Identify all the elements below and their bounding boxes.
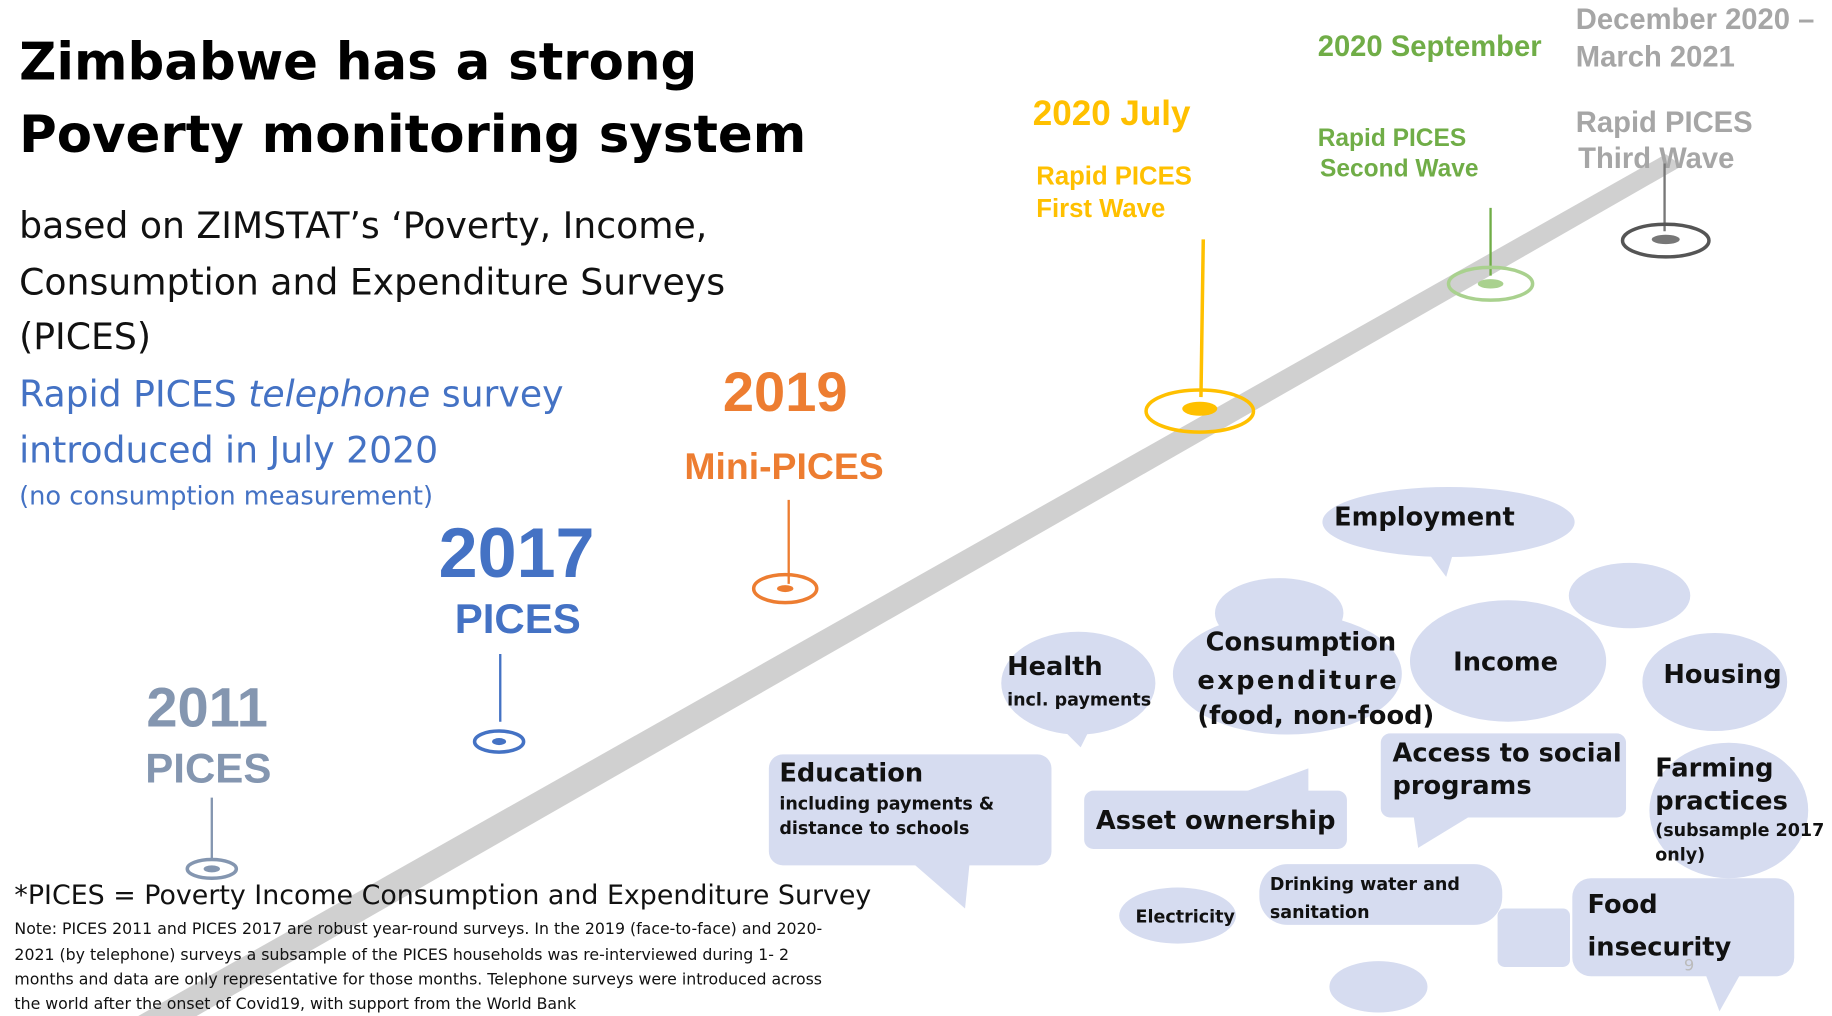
bubble bbox=[1322, 486, 1575, 558]
bubble bbox=[1084, 790, 1347, 850]
topic: Asset ownership bbox=[1096, 806, 1336, 836]
topic: Health bbox=[1007, 652, 1103, 682]
milestone-label: Rapid PICES bbox=[1576, 107, 1753, 139]
bubble bbox=[1214, 578, 1344, 649]
milestone-label: First Wave bbox=[1036, 195, 1165, 223]
topic-detail: including payments & bbox=[779, 794, 994, 814]
note: the world after the onset of Covid19, wi… bbox=[14, 994, 577, 1013]
topic: Housing bbox=[1663, 660, 1781, 690]
milestone-marker bbox=[1620, 222, 1711, 259]
topic: Education bbox=[779, 758, 923, 788]
rapid-text: introduced in July 2020 bbox=[19, 428, 438, 471]
milestone-pin bbox=[1199, 239, 1206, 398]
bubble bbox=[1642, 632, 1788, 732]
subtitle: based on ZIMSTAT’s ‘Poverty, Income, bbox=[19, 204, 707, 247]
milestone-label: Second Wave bbox=[1320, 155, 1479, 182]
milestone-date: March 2021 bbox=[1576, 42, 1735, 74]
topic: Consumption bbox=[1206, 627, 1397, 657]
milestone-label: Rapid PICES bbox=[1036, 163, 1192, 191]
milestone-dot bbox=[1477, 279, 1504, 289]
milestone-label: PICES bbox=[455, 595, 581, 642]
milestone-dot bbox=[777, 585, 794, 593]
footnote: *PICES = Poverty Income Consumption and … bbox=[14, 880, 871, 911]
milestone-dot bbox=[1651, 234, 1680, 245]
note: Note: PICES 2011 and PICES 2017 are robu… bbox=[14, 919, 822, 938]
topic-detail: incl. payments bbox=[1007, 690, 1151, 710]
note: 2021 (by telephone) surveys a subsample … bbox=[14, 945, 789, 964]
title: Zimbabwe has a strong bbox=[19, 32, 697, 92]
rapid-text: Rapid PICES bbox=[19, 372, 248, 415]
topic-detail: only) bbox=[1655, 846, 1705, 866]
bubble-tail bbox=[1425, 548, 1455, 577]
milestone-label: Third Wave bbox=[1578, 143, 1734, 175]
milestone-date: 2017 bbox=[439, 514, 595, 592]
topic: Access to social bbox=[1392, 738, 1621, 768]
topic: Drinking water and bbox=[1270, 875, 1460, 895]
bubble bbox=[1329, 961, 1428, 1013]
title: Poverty monitoring system bbox=[19, 105, 806, 165]
bubble bbox=[1380, 733, 1627, 818]
topic: Electricity bbox=[1136, 908, 1236, 928]
bubble bbox=[768, 754, 1052, 866]
milestone-label: Mini-PICES bbox=[684, 445, 883, 487]
bubble bbox=[1497, 908, 1570, 967]
bubble bbox=[1001, 631, 1156, 735]
milestone-date: December 2020 – bbox=[1576, 4, 1815, 36]
bubble-tail bbox=[911, 861, 970, 909]
milestone-dot bbox=[492, 738, 507, 746]
milestone-marker bbox=[1446, 265, 1535, 302]
bubble bbox=[1172, 613, 1402, 735]
subtitle: Consumption and Expenditure Surveys bbox=[19, 260, 725, 303]
bubble bbox=[1649, 742, 1809, 879]
rapid-text: survey bbox=[430, 372, 563, 415]
milestone-date: 2020 July bbox=[1033, 94, 1191, 133]
milestone-marker bbox=[472, 729, 526, 754]
topic: Food bbox=[1587, 890, 1657, 920]
bubble bbox=[1409, 600, 1607, 722]
milestones: 2011 PICES 2017 PICES 2019 Mini-PICES 20… bbox=[145, 4, 1815, 880]
topic-detail: distance to schools bbox=[779, 819, 969, 839]
topic: practices bbox=[1655, 786, 1788, 816]
topic: Farming bbox=[1655, 754, 1773, 784]
topic: insecurity bbox=[1587, 932, 1731, 962]
topic-detail: (food, non-food) bbox=[1197, 701, 1434, 731]
topic: sanitation bbox=[1270, 903, 1370, 923]
milestone-label: PICES bbox=[145, 744, 271, 791]
bubble-tail bbox=[1057, 724, 1093, 748]
rapid-note: (no consumption measurement) bbox=[19, 481, 433, 511]
topic: expenditure bbox=[1197, 666, 1399, 696]
topic: programs bbox=[1392, 771, 1531, 801]
milestone-marker bbox=[1144, 388, 1256, 434]
rapid-text: telephone bbox=[248, 372, 430, 415]
timeline-band bbox=[138, 154, 1683, 1016]
topic-bubbles: Employment Health incl. payments Consump… bbox=[768, 486, 1824, 1013]
bubble bbox=[1119, 887, 1236, 944]
rapid-text: Rapid PICES telephone survey bbox=[19, 372, 563, 415]
milestone-date: 2011 bbox=[146, 675, 268, 738]
topic-detail: (subsample 2017 bbox=[1655, 821, 1824, 841]
bubble bbox=[1568, 562, 1691, 629]
bubble-tail bbox=[1413, 815, 1472, 848]
milestone-dot bbox=[1182, 401, 1218, 416]
milestone-label: Rapid PICES bbox=[1318, 125, 1466, 152]
bubble bbox=[1259, 864, 1503, 925]
topic: Employment bbox=[1334, 503, 1515, 533]
milestone-dot bbox=[203, 865, 220, 873]
page-number: 9 bbox=[1684, 955, 1694, 974]
bubble bbox=[1572, 878, 1795, 977]
topic: Income bbox=[1453, 647, 1558, 677]
subtitle: (PICES) bbox=[19, 315, 151, 358]
note: months and data are only representative … bbox=[14, 969, 822, 988]
bubble-tail bbox=[1705, 973, 1741, 1012]
milestone-date: 2019 bbox=[723, 360, 848, 423]
milestone-marker bbox=[751, 572, 819, 605]
bubble-tail bbox=[1238, 768, 1309, 795]
milestone-marker bbox=[185, 857, 239, 880]
milestone-date: 2020 September bbox=[1318, 31, 1542, 63]
